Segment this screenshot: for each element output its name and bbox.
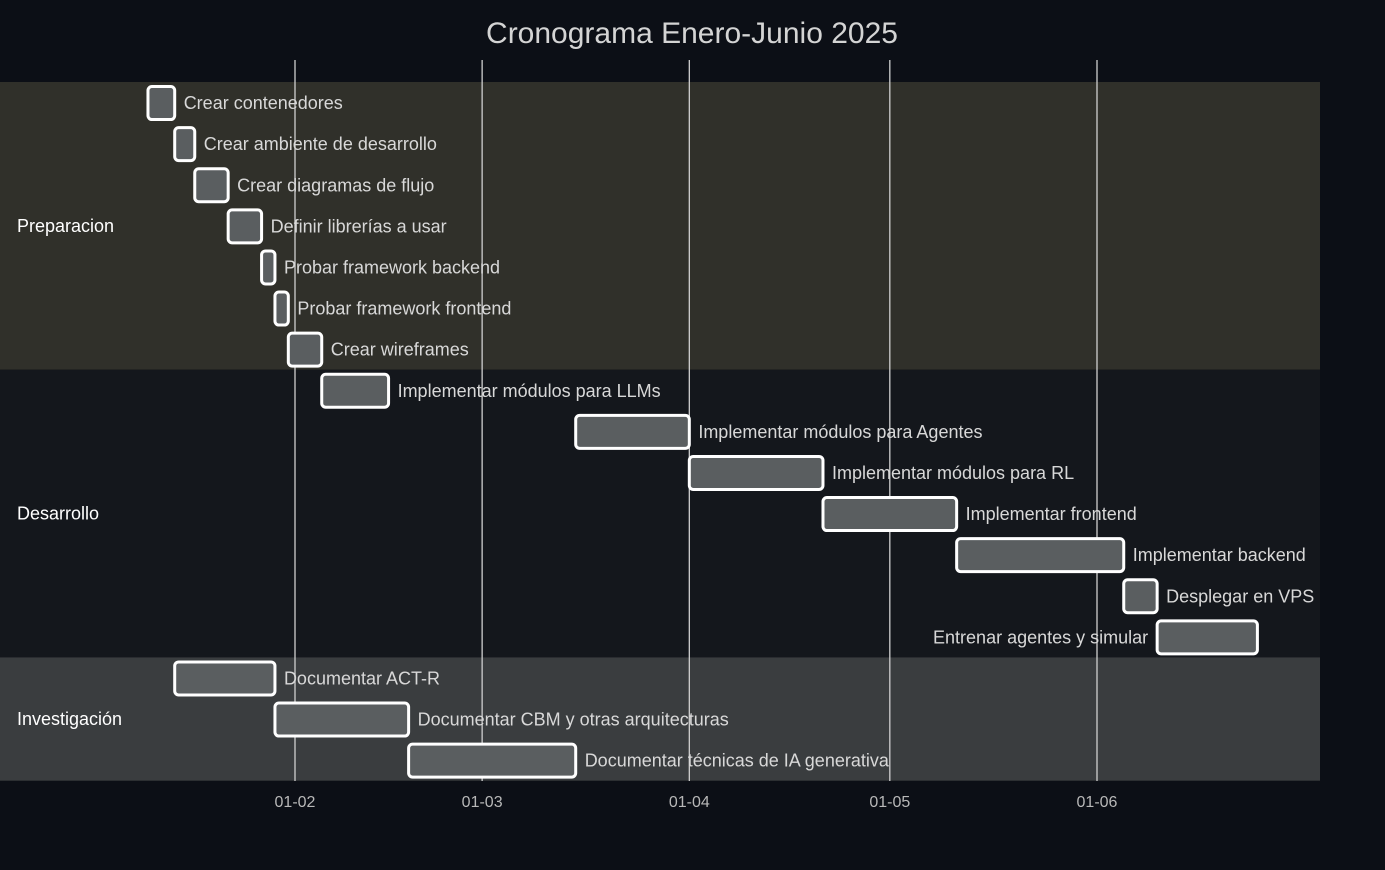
task-bar <box>574 413 691 450</box>
task-label: Documentar técnicas de IA generativa <box>585 751 890 771</box>
section-label: Preparacion <box>17 216 114 236</box>
task-label: Implementar módulos para LLMs <box>398 381 661 401</box>
task-label: Crear ambiente de desarrollo <box>204 134 437 154</box>
grid-lines <box>294 60 1098 781</box>
task-bar <box>687 454 825 491</box>
task-label: Crear diagramas de flujo <box>237 175 434 195</box>
task-bar <box>193 167 230 204</box>
task-bar <box>173 660 277 697</box>
task-label: Documentar CBM y otras arquitecturas <box>418 710 729 730</box>
task-bar <box>955 537 1126 574</box>
x-axis-ticks: 01-02 01-03 01-04 01-05 01-06 <box>275 794 1118 811</box>
task-label: Definir librerías a usar <box>271 216 447 236</box>
task-labels: Crear contenedores Crear ambiente de desa… <box>184 93 1315 771</box>
task-label: Implementar módulos para RL <box>832 463 1074 483</box>
section-label: Desarrollo <box>17 504 99 524</box>
task-bar <box>320 372 391 409</box>
chart-title: Cronograma Enero-Junio 2025 <box>486 17 898 50</box>
task-bar <box>260 249 277 286</box>
task-label: Crear contenedores <box>184 93 343 113</box>
task-bar <box>286 331 324 368</box>
task-bar <box>273 290 290 327</box>
task-bar <box>226 208 264 245</box>
section-labels: Preparacion Desarrollo Investigación <box>17 216 122 729</box>
task-label: Entrenar agentes y simular <box>933 627 1148 647</box>
task-label: Implementar módulos para Agentes <box>698 422 982 442</box>
task-label: Implementar backend <box>1133 545 1306 565</box>
section-label: Investigación <box>17 709 122 729</box>
x-tick-label: 01-06 <box>1077 794 1118 811</box>
x-tick-label: 01-05 <box>869 794 910 811</box>
task-label: Probar framework backend <box>284 257 500 277</box>
task-bar <box>173 126 197 163</box>
section-background <box>0 82 1320 370</box>
task-label: Probar framework frontend <box>297 299 511 319</box>
task-label: Crear wireframes <box>331 340 469 360</box>
task-bars <box>146 85 1259 779</box>
x-tick-label: 01-04 <box>669 794 710 811</box>
task-label: Implementar frontend <box>966 504 1137 524</box>
task-bar <box>1122 578 1159 615</box>
x-tick-label: 01-03 <box>462 794 503 811</box>
task-bar <box>273 701 411 738</box>
x-tick-label: 01-02 <box>275 794 316 811</box>
task-label: Desplegar en VPS <box>1166 586 1314 606</box>
task-label: Documentar ACT-R <box>284 668 440 688</box>
task-bar <box>821 496 959 533</box>
task-bar <box>407 742 578 779</box>
task-bar <box>1155 619 1259 656</box>
task-bar <box>146 85 177 122</box>
